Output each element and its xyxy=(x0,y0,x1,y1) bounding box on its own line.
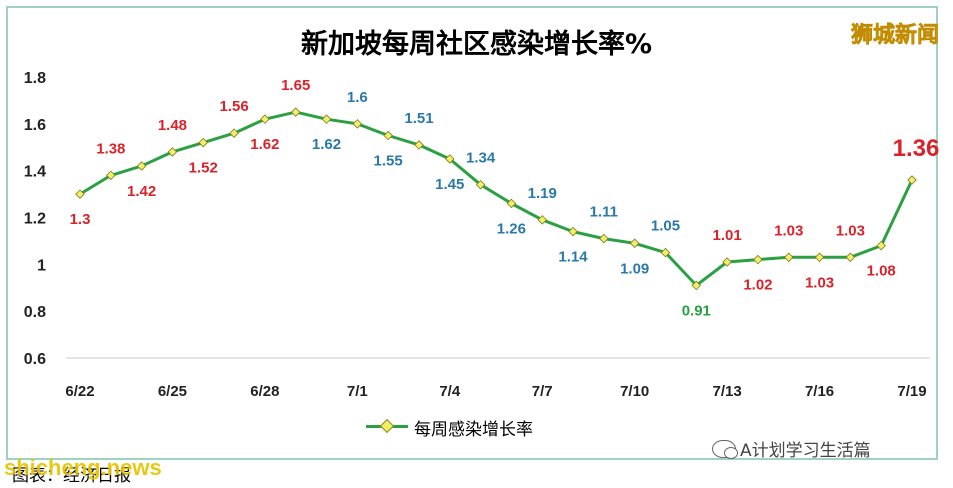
data-point-marker xyxy=(814,252,825,263)
data-point-marker xyxy=(260,114,270,124)
y-tick-label: 0.8 xyxy=(24,304,46,321)
data-point-marker xyxy=(629,238,640,249)
y-tick-label: 1.2 xyxy=(24,211,46,228)
source-label: 图表：经济日报 xyxy=(12,466,131,486)
y-tick-label: 0.6 xyxy=(24,351,46,368)
data-point-marker xyxy=(691,280,702,291)
data-label: 1.42 xyxy=(127,183,156,200)
data-point-marker xyxy=(445,154,455,164)
data-label: 1.34 xyxy=(466,150,496,167)
data-point-marker xyxy=(722,257,732,267)
data-label: 1.51 xyxy=(404,110,433,127)
data-point-marker xyxy=(383,130,393,141)
data-label: 1.02 xyxy=(743,277,772,294)
data-label: 1.14 xyxy=(558,249,588,266)
x-tick-label: 7/1 xyxy=(347,383,368,400)
data-point-marker xyxy=(321,114,332,124)
data-point-marker xyxy=(537,215,547,225)
x-tick-label: 7/4 xyxy=(439,383,461,400)
data-point-marker xyxy=(290,107,301,117)
data-label: 1.03 xyxy=(805,274,834,291)
data-label: 1.19 xyxy=(528,185,557,202)
data-label: 1.11 xyxy=(590,204,618,221)
x-tick-label: 7/19 xyxy=(897,383,926,400)
data-label: 1.55 xyxy=(374,153,403,170)
data-point-marker xyxy=(75,189,85,199)
data-point-marker xyxy=(753,254,763,265)
legend-swatch-icon xyxy=(366,414,408,440)
y-tick-label: 1 xyxy=(37,257,46,274)
data-label: 1.56 xyxy=(219,98,248,115)
data-label: 1.01 xyxy=(713,227,742,244)
x-tick-label: 7/7 xyxy=(532,383,553,400)
chart-title: 新加坡每周社区感染增长率% xyxy=(300,29,653,60)
data-point-marker xyxy=(475,179,486,190)
brand-logo-text: 狮城新闻 xyxy=(850,23,940,49)
x-tick-label: 7/16 xyxy=(805,383,834,400)
x-tick-label: 6/28 xyxy=(250,383,279,400)
data-point-marker xyxy=(106,170,116,181)
data-label: 1.36 xyxy=(893,135,940,162)
y-tick-label: 1.6 xyxy=(24,117,46,134)
data-point-marker xyxy=(783,252,794,263)
legend-label: 每周感染增长率 xyxy=(414,419,533,440)
data-point-marker xyxy=(229,128,239,138)
data-label: 1.48 xyxy=(158,117,187,134)
x-axis: 6/22 6/25 6/28 7/1 7/4 7/7 7/10 7/13 7/16 7/19 xyxy=(65,357,930,400)
data-point-marker xyxy=(845,252,856,263)
data-point-marker xyxy=(167,147,178,157)
wechat-account-label: A计划学习生活篇 xyxy=(740,441,871,461)
y-tick-label: 1.4 xyxy=(24,164,46,181)
data-point-marker xyxy=(907,175,917,185)
data-label: 1.65 xyxy=(281,77,310,94)
data-point-marker xyxy=(660,247,671,258)
data-label: 1.62 xyxy=(312,136,341,153)
data-labels-group: 1.3 1.38 1.42 1.48 1.52 1.56 1.62 1.65 1.62 1.6 1.… xyxy=(70,77,940,319)
data-label: 1.09 xyxy=(620,260,649,277)
y-tick-label: 1.8 xyxy=(24,70,46,87)
watermark-text: shicheng.news xyxy=(4,455,162,480)
wechat-attribution: A计划学习生活篇 xyxy=(712,436,871,461)
data-label: 1.52 xyxy=(189,160,218,177)
data-point-marker xyxy=(599,233,609,244)
series-line xyxy=(79,110,914,287)
data-label: 1.3 xyxy=(70,211,91,228)
data-label: 1.05 xyxy=(651,218,680,235)
data-label: 1.26 xyxy=(497,220,526,237)
x-tick-label: 6/25 xyxy=(158,383,187,400)
data-label: 1.38 xyxy=(96,140,125,157)
x-tick-label: 7/10 xyxy=(620,383,649,400)
y-axis: 0.6 0.8 1 1.2 1.4 1.6 1.8 xyxy=(24,70,46,368)
data-point-marker xyxy=(876,240,886,251)
data-point-marker xyxy=(414,140,424,150)
data-label: 0.91 xyxy=(682,302,711,319)
data-point-marker xyxy=(198,137,209,148)
chart-legend: 每周感染增长率 xyxy=(366,414,533,440)
data-label: 1.45 xyxy=(435,176,464,193)
data-label: 1.03 xyxy=(774,222,803,239)
data-label: 1.03 xyxy=(836,222,865,239)
data-label: 1.6 xyxy=(347,89,368,106)
series-line-group xyxy=(75,107,917,291)
data-point-marker xyxy=(506,198,517,209)
data-label: 1.08 xyxy=(867,263,896,280)
data-label: 1.62 xyxy=(250,136,279,153)
data-point-marker xyxy=(568,226,578,237)
x-tick-label: 7/13 xyxy=(713,383,742,400)
data-point-marker xyxy=(352,119,363,129)
data-point-marker xyxy=(136,161,147,171)
x-tick-label: 6/22 xyxy=(65,383,94,400)
wechat-icon xyxy=(712,439,738,459)
chart-frame xyxy=(6,6,938,460)
